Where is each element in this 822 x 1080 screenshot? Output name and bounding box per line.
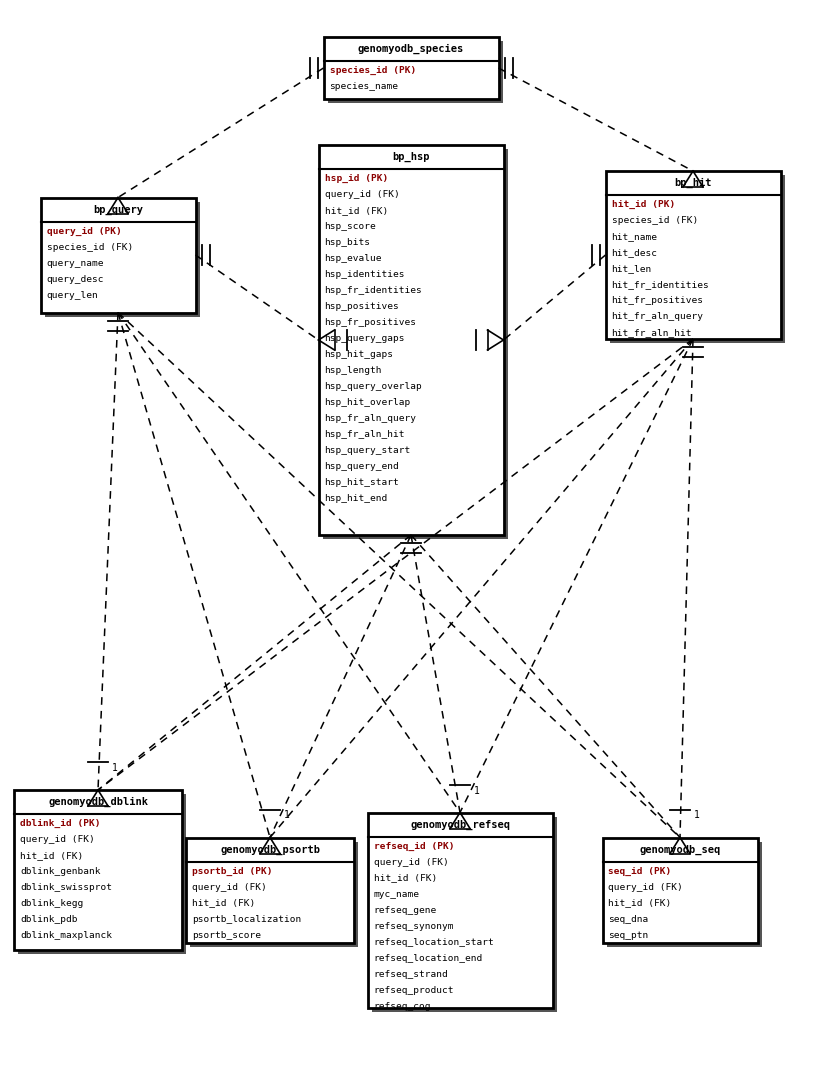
FancyBboxPatch shape [324, 37, 498, 99]
Text: refseq_id (PK): refseq_id (PK) [373, 841, 454, 851]
Text: hsp_hit_end: hsp_hit_end [325, 495, 388, 503]
Text: hit_fr_identities: hit_fr_identities [612, 280, 709, 289]
Text: 1: 1 [474, 785, 480, 796]
Text: psortb_score: psortb_score [192, 931, 261, 940]
Text: psortb_localization: psortb_localization [192, 915, 301, 923]
FancyBboxPatch shape [372, 816, 556, 1012]
Text: seq_ptn: seq_ptn [608, 931, 649, 940]
Text: hit_fr_positives: hit_fr_positives [612, 296, 704, 305]
FancyBboxPatch shape [603, 837, 758, 943]
Text: dblink_kegg: dblink_kegg [20, 899, 83, 908]
Text: query_len: query_len [47, 291, 99, 299]
Text: species_id (FK): species_id (FK) [612, 216, 698, 225]
Text: query_id (FK): query_id (FK) [608, 882, 683, 892]
Text: species_id (PK): species_id (PK) [330, 66, 416, 76]
Text: bp_query: bp_query [93, 204, 143, 215]
Text: genomyodb_seq: genomyodb_seq [640, 845, 721, 854]
Text: hit_name: hit_name [612, 232, 658, 241]
Text: refseq_location_end: refseq_location_end [373, 954, 483, 962]
Text: hit_id (FK): hit_id (FK) [192, 899, 256, 907]
Text: hsp_positives: hsp_positives [325, 302, 399, 311]
Text: refseq_cog: refseq_cog [373, 1001, 431, 1011]
Text: refseq_strand: refseq_strand [373, 970, 448, 978]
Text: species_id (FK): species_id (FK) [47, 243, 132, 252]
Text: hsp_id (PK): hsp_id (PK) [325, 174, 388, 184]
FancyBboxPatch shape [14, 789, 182, 950]
Text: refseq_location_start: refseq_location_start [373, 937, 494, 946]
Text: query_id (FK): query_id (FK) [373, 858, 448, 866]
FancyBboxPatch shape [318, 145, 504, 535]
Text: seq_dna: seq_dna [608, 915, 649, 923]
Text: genomyodb_refseq: genomyodb_refseq [410, 820, 510, 829]
Text: myc_name: myc_name [373, 890, 419, 899]
Text: hit_id (FK): hit_id (FK) [325, 206, 388, 215]
Text: hit_fr_aln_query: hit_fr_aln_query [612, 312, 704, 321]
FancyBboxPatch shape [186, 837, 354, 943]
Text: hsp_bits: hsp_bits [325, 238, 371, 247]
Text: hsp_query_start: hsp_query_start [325, 446, 411, 455]
Text: hsp_query_gaps: hsp_query_gaps [325, 334, 405, 343]
Text: species_name: species_name [330, 82, 399, 91]
Text: dblink_maxplanck: dblink_maxplanck [20, 931, 112, 940]
Text: hsp_query_overlap: hsp_query_overlap [325, 382, 423, 391]
FancyBboxPatch shape [190, 841, 358, 946]
Text: dblink_id (PK): dblink_id (PK) [20, 819, 100, 828]
Text: query_name: query_name [47, 258, 104, 268]
Text: hit_desc: hit_desc [612, 248, 658, 257]
Text: seq_id (PK): seq_id (PK) [608, 866, 672, 876]
FancyBboxPatch shape [367, 812, 552, 1008]
Text: dblink_genbank: dblink_genbank [20, 867, 100, 876]
Text: hit_id (FK): hit_id (FK) [20, 851, 83, 860]
Text: query_id (FK): query_id (FK) [325, 190, 399, 199]
Text: query_id (PK): query_id (PK) [47, 227, 122, 235]
FancyBboxPatch shape [609, 175, 784, 343]
Text: hit_id (FK): hit_id (FK) [373, 874, 436, 882]
Text: refseq_product: refseq_product [373, 986, 454, 995]
Text: hsp_length: hsp_length [325, 366, 382, 375]
Text: dblink_pdb: dblink_pdb [20, 915, 77, 924]
Text: hsp_fr_aln_hit: hsp_fr_aln_hit [325, 430, 405, 440]
Text: bp_hit: bp_hit [674, 178, 712, 188]
FancyBboxPatch shape [18, 794, 186, 954]
Text: refseq_synonym: refseq_synonym [373, 921, 454, 931]
Text: hsp_hit_start: hsp_hit_start [325, 478, 399, 487]
Text: genomyodb_psortb: genomyodb_psortb [220, 845, 320, 854]
Text: hsp_score: hsp_score [325, 222, 376, 231]
Text: query_id (FK): query_id (FK) [192, 882, 267, 892]
Text: hit_id (PK): hit_id (PK) [612, 200, 675, 210]
Text: bp_hsp: bp_hsp [392, 152, 430, 162]
Text: hsp_fr_identities: hsp_fr_identities [325, 286, 423, 295]
FancyBboxPatch shape [40, 198, 196, 312]
Text: hsp_hit_overlap: hsp_hit_overlap [325, 399, 411, 407]
Text: hsp_query_end: hsp_query_end [325, 462, 399, 471]
Text: hit_len: hit_len [612, 265, 652, 273]
Text: hsp_evalue: hsp_evalue [325, 254, 382, 264]
Text: genomyodb_species: genomyodb_species [358, 44, 464, 54]
Text: dblink_swissprot: dblink_swissprot [20, 883, 112, 892]
Text: hsp_identities: hsp_identities [325, 270, 405, 279]
Text: 1: 1 [694, 810, 700, 821]
FancyBboxPatch shape [327, 41, 502, 103]
FancyBboxPatch shape [44, 202, 200, 316]
Text: genomyodb_dblink: genomyodb_dblink [48, 797, 148, 807]
Text: hit_id (FK): hit_id (FK) [608, 899, 672, 907]
Text: 1: 1 [284, 810, 290, 821]
Text: query_id (FK): query_id (FK) [20, 835, 95, 845]
Text: hsp_fr_positives: hsp_fr_positives [325, 319, 417, 327]
Text: hsp_fr_aln_query: hsp_fr_aln_query [325, 414, 417, 423]
Text: hsp_hit_gaps: hsp_hit_gaps [325, 350, 394, 359]
Text: 1: 1 [112, 762, 118, 773]
Text: refseq_gene: refseq_gene [373, 906, 436, 915]
FancyBboxPatch shape [607, 841, 761, 946]
FancyBboxPatch shape [322, 149, 507, 539]
FancyBboxPatch shape [606, 171, 781, 339]
Text: query_desc: query_desc [47, 274, 104, 284]
Text: hit_fr_aln_hit: hit_fr_aln_hit [612, 328, 692, 337]
Text: psortb_id (PK): psortb_id (PK) [192, 866, 273, 876]
